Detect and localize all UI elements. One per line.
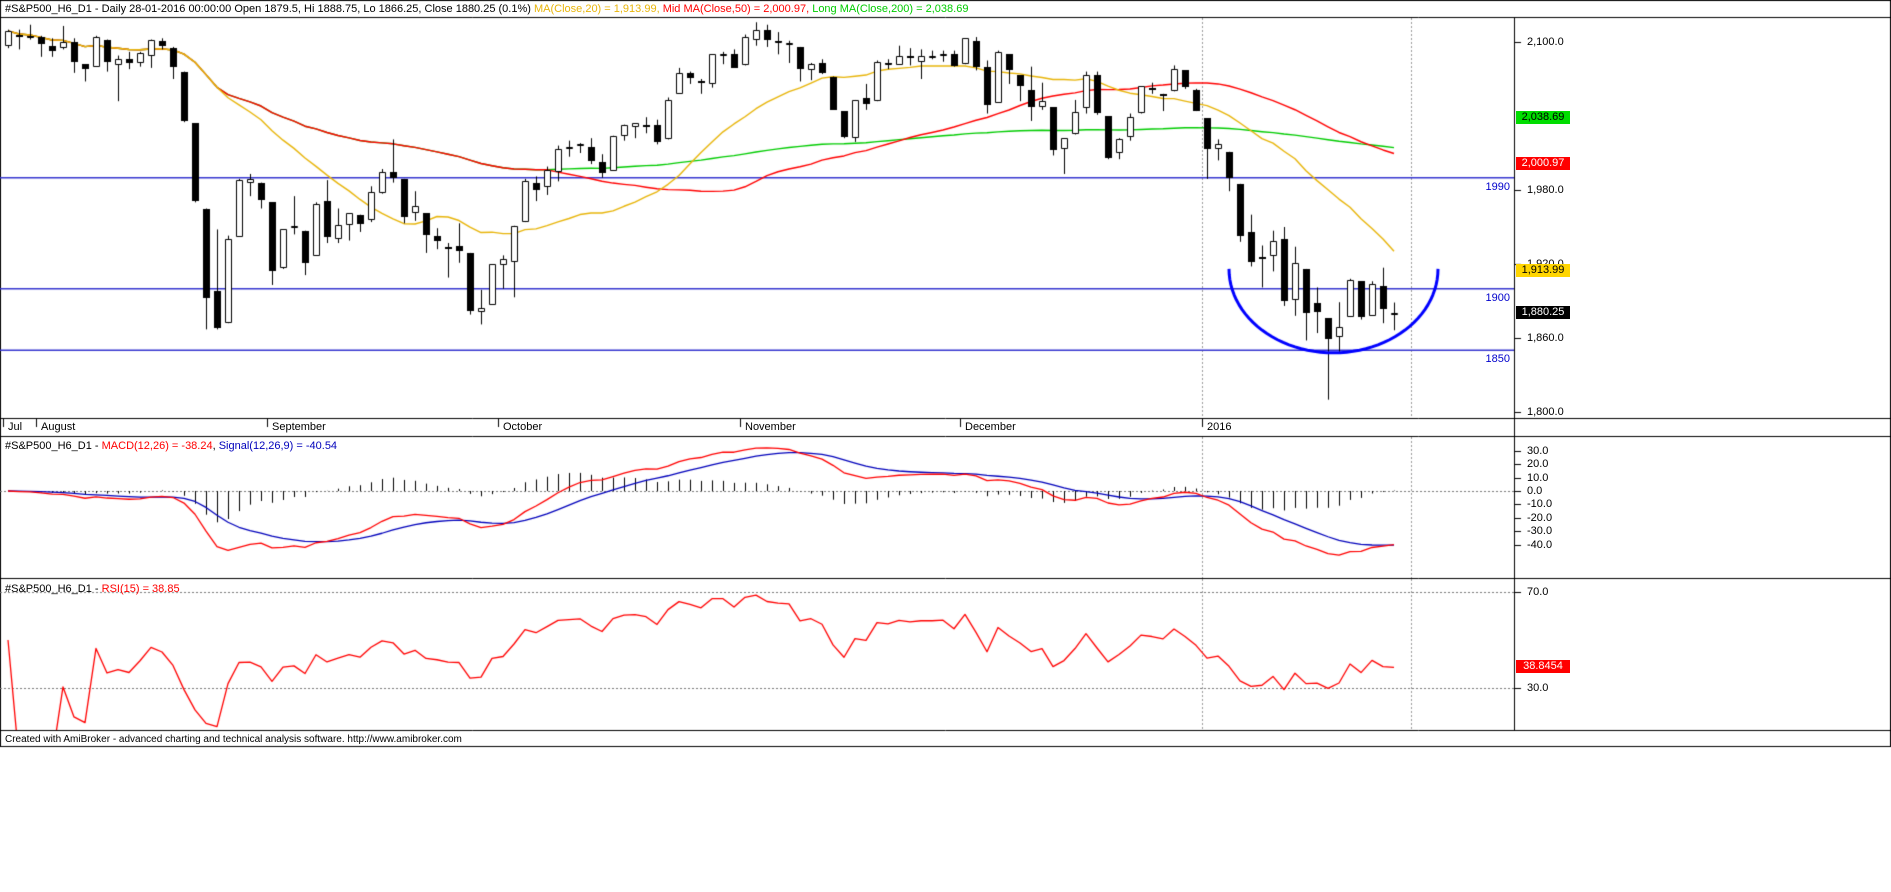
rsi-panel-title: #S&P500_H6_D1 - RSI(15) = 38.85 [5, 583, 180, 595]
ma50-legend: Mid MA(Close,50) = 2,000.97, [659, 3, 810, 15]
footer-text: Created with AmiBroker - advanced charti… [5, 734, 462, 745]
footer-credit: Created with AmiBroker - advanced charti… [5, 734, 462, 745]
rsi-title-prefix: #S&P500_H6_D1 - [5, 583, 102, 595]
price-panel-title: #S&P500_H6_D1 - Daily 28-01-2016 00:00:0… [5, 3, 968, 15]
rsi-value-label: RSI(15) = 38.85 [101, 583, 180, 595]
symbol-ohlc-text: #S&P500_H6_D1 - Daily 28-01-2016 00:00:0… [5, 3, 534, 15]
macd-title-separator: , [212, 440, 219, 452]
signal-value-label: Signal(12,26,9) = -40.54 [218, 440, 338, 452]
macd-value-label: MACD(12,26) = -38.24 [101, 440, 213, 452]
macd-title-prefix: #S&P500_H6_D1 - [5, 440, 102, 452]
macd-panel-title: #S&P500_H6_D1 - MACD(12,26) = -38.24, Si… [5, 440, 337, 452]
ma200-legend: Long MA(Close,200) = 2,038.69 [809, 3, 969, 15]
ma20-legend: MA(Close,20) = 1,913.99, [533, 3, 660, 15]
